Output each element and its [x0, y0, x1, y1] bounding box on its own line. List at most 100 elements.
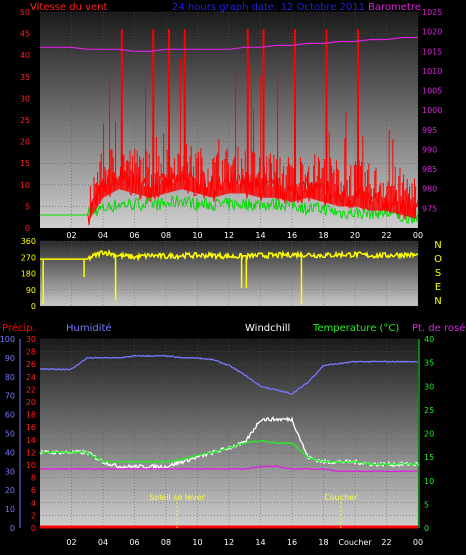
x-tick-label: 08: [161, 231, 171, 240]
baro-tick-label: 975: [422, 204, 437, 213]
precip-tick-label: 22: [26, 385, 36, 394]
humidity-tick-label: 0: [10, 524, 15, 533]
compass-letter: S: [435, 268, 441, 279]
wind-tick-label: 5: [25, 202, 30, 211]
wind-axis-title: Vitesse du vent: [30, 2, 107, 13]
wind-tick-label: 30: [20, 94, 30, 103]
baro-tick-label: 1005: [422, 87, 442, 96]
wind-tick-label: 50: [20, 8, 30, 17]
direction-series: [40, 249, 419, 305]
baro-tick-label: 990: [422, 145, 437, 154]
humidity-tick-label: 10: [5, 505, 15, 514]
compass-letter: N: [434, 240, 441, 251]
x-tick-label: 10: [192, 538, 202, 547]
humidity-line: [39, 354, 419, 395]
humidity-tick-label: 60: [5, 411, 15, 420]
wind-series: [40, 29, 419, 226]
axis-ticks: 0510152025303540455097598098599099510001…: [0, 8, 442, 547]
precip-tick-label: 4: [31, 499, 36, 508]
baro-tick-label: 980: [422, 185, 437, 194]
humidity-panel-bg: [40, 339, 418, 528]
x-tick-label: Coucher: [338, 538, 372, 547]
wind-grid: [40, 11, 419, 229]
humidity-axis-title: Humidité: [66, 322, 112, 334]
baro-axis-title: Barometre: [368, 2, 421, 13]
x-tick-label: 12: [224, 231, 234, 240]
x-tick-label: 22: [381, 538, 391, 547]
temp-tick-label: 40: [424, 335, 434, 344]
compass-letter: O: [434, 254, 442, 265]
humidity-tick-label: 80: [5, 373, 15, 382]
precip-tick-label: 28: [26, 348, 36, 357]
wind-tick-label: 0: [25, 224, 30, 233]
precip-tick-label: 0: [31, 524, 36, 533]
wind-min-line: [40, 194, 419, 224]
x-tick-label: 20: [350, 231, 360, 240]
precip-tick-label: 18: [26, 411, 36, 420]
baro-tick-label: 995: [422, 126, 437, 135]
windchill-line: [39, 416, 419, 471]
dewpoint-line: [39, 465, 419, 473]
temperature-line: [40, 439, 419, 466]
direction-line: [40, 249, 419, 262]
precip-tick-label: 8: [31, 474, 36, 483]
temp-tick-label: 30: [424, 382, 434, 391]
direction-tick-label: 90: [26, 286, 36, 295]
x-tick-label: 12: [224, 538, 234, 547]
temp-tick-label: 35: [424, 359, 434, 368]
precip-tick-label: 14: [26, 436, 36, 445]
x-tick-label: 08: [161, 538, 171, 547]
wind-tick-label: 25: [20, 116, 30, 125]
x-tick-label: 16: [287, 231, 297, 240]
humidity-tick-label: 50: [5, 430, 15, 439]
direction-tick-label: 0: [31, 302, 36, 311]
x-tick-label: 00: [413, 231, 423, 240]
x-tick-label: 02: [66, 231, 76, 240]
baro-tick-label: 1020: [422, 28, 442, 37]
wind-average-line: [40, 169, 419, 226]
x-tick-label: 06: [129, 231, 139, 240]
precip-tick-label: 24: [26, 373, 36, 382]
x-tick-label: 04: [98, 538, 108, 547]
wind-tick-label: 10: [20, 181, 30, 190]
precip-tick-label: 2: [31, 511, 36, 520]
wind-tick-label: 15: [20, 159, 30, 168]
x-tick-label: 10: [192, 231, 202, 240]
compass-letter: E: [435, 282, 441, 293]
temp-tick-label: 25: [424, 406, 434, 415]
x-tick-label: 18: [318, 538, 328, 547]
baro-tick-label: 1000: [422, 106, 442, 115]
humidity-temp-series: [39, 354, 419, 529]
x-tick-label: 14: [255, 538, 265, 547]
direction-tick-label: 270: [21, 253, 36, 262]
precip-tick-label: 6: [31, 486, 36, 495]
x-tick-label: 14: [255, 231, 265, 240]
compass-letter: N: [434, 296, 441, 307]
pressure-line: [40, 36, 418, 52]
baro-tick-label: 1015: [422, 47, 442, 56]
wind-tick-label: 40: [20, 51, 30, 60]
sunrise-label: Soleil se lever: [149, 493, 206, 502]
x-tick-label: 02: [66, 538, 76, 547]
temp-tick-label: 5: [424, 500, 429, 509]
temp-tick-label: 20: [424, 430, 434, 439]
precip-tick-label: 30: [26, 335, 36, 344]
temp-tick-label: 10: [424, 477, 434, 486]
baro-tick-label: 1010: [422, 67, 442, 76]
direction-tick-label: 360: [21, 237, 36, 246]
temp-tick-label: 15: [424, 453, 434, 462]
x-tick-label: 00: [413, 538, 423, 547]
baro-tick-label: 985: [422, 165, 437, 174]
sunset-label: Coucher: [324, 493, 358, 502]
humidity-tick-label: 40: [5, 448, 15, 457]
x-tick-label: 16: [287, 538, 297, 547]
chart-title: 24 hours graph date: 12 Octobre 2011: [172, 2, 365, 13]
x-tick-label: 06: [129, 538, 139, 547]
x-tick-label: 04: [98, 231, 108, 240]
humidity-tick-label: 100: [0, 335, 15, 344]
baro-tick-label: 1025: [422, 8, 442, 17]
temp-tick-label: 0: [424, 524, 429, 533]
wind-tick-label: 45: [20, 30, 30, 39]
